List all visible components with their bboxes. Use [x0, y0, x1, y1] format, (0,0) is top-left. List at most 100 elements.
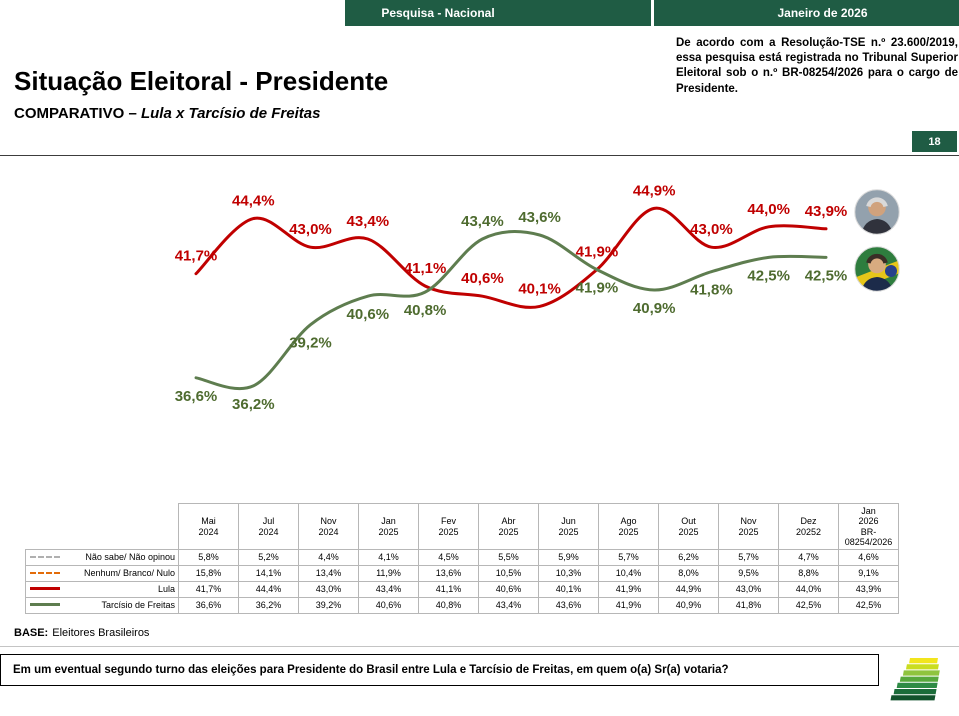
table-column-header: Dez 20252: [778, 502, 839, 551]
table-value-cell: 43,4%: [478, 597, 539, 615]
table-value-cell: 43,0%: [718, 581, 779, 599]
row-label-cell: Não sabe/ Não opinou: [25, 549, 179, 567]
table-column-header: Jan 2025: [358, 502, 419, 551]
lula-photo: [854, 189, 900, 235]
table-value-cell: 14,1%: [238, 565, 299, 583]
table-column-header: Mai 2024: [178, 502, 239, 551]
data-label-tarcisio: 42,5%: [805, 267, 848, 284]
table-value-cell: 10,3%: [538, 565, 599, 583]
table-column-header: Ago 2025: [598, 502, 659, 551]
page-title: Situação Eleitoral - Presidente: [14, 66, 389, 96]
table-value-cell: 11,9%: [358, 565, 419, 583]
topbar-left-label: Pesquisa - Nacional: [381, 6, 495, 20]
table-value-cell: 40,8%: [418, 597, 479, 615]
tarcisio-photo: [854, 246, 900, 292]
table-column-header: Nov 2024: [298, 502, 359, 551]
base-label: BASE:: [14, 627, 49, 639]
table-value-cell: 43,6%: [538, 597, 599, 615]
data-label-lula: 43,0%: [690, 221, 733, 238]
table-value-cell: 41,8%: [718, 597, 779, 615]
table-column-header: Fev 2025: [418, 502, 479, 551]
question-text: Em um eventual segundo turno das eleiçõe…: [13, 664, 729, 676]
table-value-cell: 8,0%: [658, 565, 719, 583]
table-value-cell: 36,6%: [178, 597, 239, 615]
table-value-cell: 13,4%: [298, 565, 359, 583]
table-value-cell: 5,7%: [598, 549, 659, 567]
data-label-lula: 41,9%: [576, 244, 619, 261]
table-row: Lula 41,7% 44,4% 43,0% 43,4% 41,1% 40,6% 40,1% 4…: [25, 581, 899, 599]
subtitle-prefix: COMPARATIVO –: [14, 105, 141, 122]
table-value-cell: 41,9%: [598, 581, 659, 599]
table-value-cell: 9,1%: [838, 565, 899, 583]
row-label-cell: Nenhum/ Branco/ Nulo: [25, 565, 179, 583]
legend-dash-orange-icon: [30, 572, 60, 575]
data-label-tarcisio: 36,6%: [175, 388, 218, 405]
data-label-lula: 44,0%: [747, 201, 790, 218]
table-value-cell: 5,7%: [718, 549, 779, 567]
legend-dash-gray-icon: [30, 556, 60, 559]
table-column-header: Jun 2025: [538, 502, 599, 551]
table-value-cell: 4,4%: [298, 549, 359, 567]
data-label-lula: 44,4%: [232, 193, 275, 210]
table-value-cell: 4,5%: [418, 549, 479, 567]
row-label: Tarcísio de Freitas: [101, 600, 175, 611]
page-subtitle: COMPARATIVO – Lula x Tarcísio de Freitas: [14, 105, 320, 122]
table-value-cell: 40,6%: [478, 581, 539, 599]
table-value-cell: 42,5%: [838, 597, 899, 615]
table-value-cell: 39,2%: [298, 597, 359, 615]
series-line-tarcisio: [194, 230, 828, 391]
table-value-cell: 40,9%: [658, 597, 719, 615]
table-value-cell: 41,1%: [418, 581, 479, 599]
table-column-header: Nov 2025: [718, 502, 779, 551]
page-number-badge: 18: [912, 131, 957, 152]
table-row: Tarcísio de Freitas 36,6% 36,2% 39,2% 40,6% 4…: [25, 597, 899, 615]
base-value: Eleitores Brasileiros: [52, 627, 150, 639]
table-value-cell: 41,9%: [598, 597, 659, 615]
data-label-tarcisio: 43,6%: [518, 209, 561, 226]
table-value-cell: 6,2%: [658, 549, 719, 567]
table-row: Não sabe/ Não opinou 5,8% 5,2% 4,4% 4,1% 4,5%…: [25, 549, 899, 567]
data-label-tarcisio: 41,9%: [576, 280, 619, 297]
row-label: Lula: [157, 584, 175, 595]
data-label-tarcisio: 43,4%: [461, 213, 504, 230]
table-header-row: Mai 2024 Jul 2024 Nov 2024 Jan 2025 Fev 2025…: [25, 502, 899, 551]
results-table: Mai 2024 Jul 2024 Nov 2024 Jan 2025 Fev 2025…: [25, 502, 899, 615]
table-value-cell: 5,8%: [178, 549, 239, 567]
series-line-lula: [194, 206, 828, 309]
table-value-cell: 43,4%: [358, 581, 419, 599]
table-value-cell: 5,5%: [478, 549, 539, 567]
base-note: BASE: Eleitores Brasileiros: [14, 627, 149, 639]
row-label: Não sabe/ Não opinou: [85, 552, 175, 563]
table-corner-cell: [25, 503, 179, 550]
data-label-lula: 43,0%: [289, 221, 332, 238]
data-label-lula: 40,1%: [518, 280, 561, 297]
data-label-tarcisio: 36,2%: [232, 396, 275, 413]
table-value-cell: 5,2%: [238, 549, 299, 567]
table-value-cell: 41,7%: [178, 581, 239, 599]
legend-solid-green-icon: [30, 603, 60, 607]
table-value-cell: 13,6%: [418, 565, 479, 583]
table-value-cell: 5,9%: [538, 549, 599, 567]
table-value-cell: 4,6%: [838, 549, 899, 567]
table-value-cell: 36,2%: [238, 597, 299, 615]
table-value-cell: 40,6%: [358, 597, 419, 615]
table-value-cell: 9,5%: [718, 565, 779, 583]
table-value-cell: 43,0%: [298, 581, 359, 599]
table-column-header: Abr 2025: [478, 502, 539, 551]
tse-registration-note: De acordo com a Resolução-TSE n.º 23.600…: [676, 37, 958, 95]
table-value-cell: 40,1%: [538, 581, 599, 599]
row-label: Nenhum/ Branco/ Nulo: [83, 568, 175, 579]
topbar-left: Pesquisa - Nacional: [345, 0, 651, 26]
topbar-right-label: Janeiro de 2026: [777, 6, 868, 20]
table-value-cell: 43,9%: [838, 581, 899, 599]
data-label-lula: 41,1%: [404, 260, 447, 277]
table-value-cell: 15,8%: [178, 565, 239, 583]
top-divider: [0, 155, 959, 156]
data-label-tarcisio: 41,8%: [690, 282, 733, 299]
table-value-cell: 10,4%: [598, 565, 659, 583]
table-value-cell: 44,9%: [658, 581, 719, 599]
table-value-cell: 4,7%: [778, 549, 839, 567]
table-column-header: Jul 2024: [238, 502, 299, 551]
data-label-lula: 44,9%: [633, 182, 676, 199]
